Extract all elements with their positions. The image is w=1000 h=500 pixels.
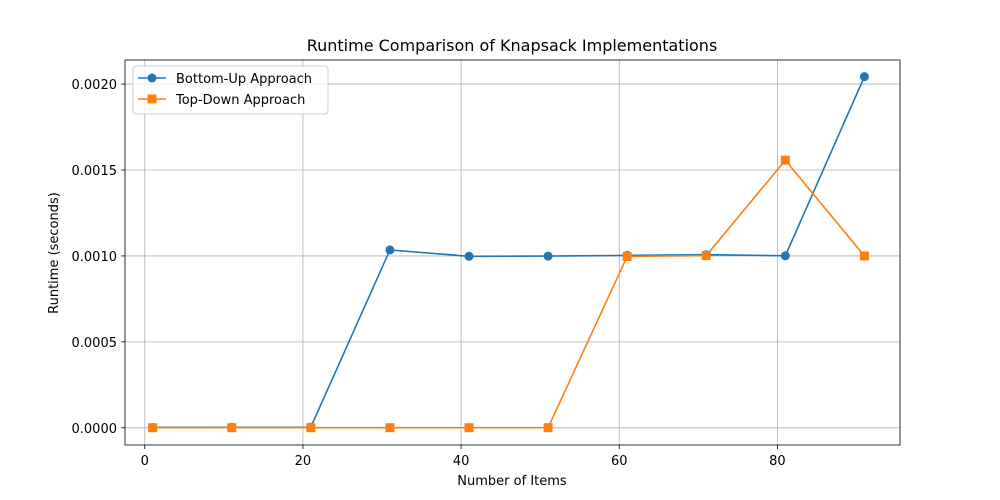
- legend: Bottom-Up Approach Top-Down Approach: [132, 65, 329, 115]
- data-point-circle: [543, 251, 553, 261]
- legend-marker-circle: [147, 73, 157, 83]
- x-tick-label: 40: [453, 454, 470, 469]
- data-point-circle: [464, 251, 474, 261]
- x-axis-label: Number of Items: [457, 474, 567, 489]
- x-tick-label: 80: [769, 454, 786, 469]
- axis-ticks: 0 20 40 60 80 0.0000 0.0005 0.0010 0.0015 0.0020: [72, 78, 786, 469]
- data-point-square: [306, 423, 316, 433]
- data-point-square: [701, 251, 711, 261]
- chart-title: Runtime Comparison of Knapsack Implement…: [307, 36, 718, 55]
- y-tick-label: 0.0020: [72, 78, 118, 93]
- y-axis-label: Runtime (seconds): [47, 192, 62, 314]
- legend-label: Top-Down Approach: [175, 93, 305, 108]
- x-tick-label: 20: [295, 454, 312, 469]
- data-point-square: [385, 423, 395, 433]
- data-point-square: [622, 251, 632, 261]
- data-point-square: [780, 155, 790, 165]
- data-point-square: [227, 423, 237, 433]
- data-point-square: [148, 423, 158, 433]
- y-tick-label: 0.0010: [72, 250, 118, 265]
- data-point-circle: [859, 72, 869, 82]
- plot-frame: [124, 59, 901, 446]
- data-point-square: [464, 423, 474, 433]
- data-point-circle: [780, 251, 790, 261]
- y-tick-label: 0.0000: [72, 422, 118, 437]
- legend-label: Bottom-Up Approach: [176, 72, 312, 87]
- x-tick-label: 60: [611, 454, 628, 469]
- series-line-2: [152, 158, 866, 429]
- y-tick-label: 0.0005: [72, 336, 118, 351]
- data-point-square: [543, 423, 553, 433]
- series-group: [148, 72, 869, 433]
- legend-marker-square: [147, 94, 157, 104]
- data-point-square: [859, 251, 869, 261]
- x-tick-label: 0: [141, 454, 149, 469]
- legend-box: [132, 65, 329, 115]
- data-point-circle: [385, 245, 395, 255]
- y-tick-label: 0.0015: [72, 164, 118, 179]
